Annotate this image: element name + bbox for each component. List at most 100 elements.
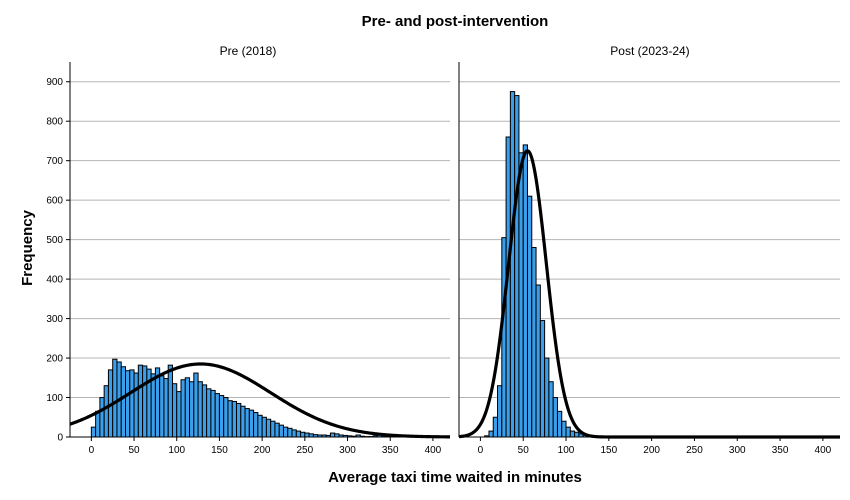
bar-0-32: [227, 400, 233, 438]
bar-0-23: [189, 381, 195, 438]
bar-1-16: [548, 381, 554, 438]
y-tick-label-1: 100: [46, 393, 63, 404]
bar-0-25: [197, 381, 203, 438]
normal-curve-0: [69, 362, 450, 439]
x-tick-label-1-2: 100: [558, 445, 575, 456]
bar-0-1: [95, 410, 101, 438]
x-tick-label-1-0: 0: [478, 445, 484, 456]
bar-1-17: [552, 397, 558, 438]
y-tick-label-4: 400: [46, 275, 63, 286]
y-tick-label-0: 0: [57, 433, 63, 444]
bar-1-19: [561, 420, 567, 438]
bar-1-20: [565, 426, 571, 438]
bar-1-9: [518, 152, 524, 438]
bar-1-4: [497, 385, 503, 438]
bar-0-17: [163, 378, 169, 438]
x-tick-label-1-4: 200: [643, 445, 660, 456]
bar-0-41: [265, 418, 272, 438]
bar-0-8: [125, 370, 131, 438]
y-tick-label-8: 800: [46, 117, 63, 128]
x-axis-label: Average taxi time waited in minutes: [328, 469, 582, 486]
bar-0-33: [231, 400, 238, 438]
bar-0-16: [159, 375, 165, 438]
bar-0-11: [137, 364, 144, 438]
bar-0-56: [329, 432, 336, 438]
bar-0-40: [261, 416, 267, 438]
bar-0-34: [236, 402, 242, 438]
bar-0-38: [253, 412, 259, 438]
bar-0-29: [214, 393, 220, 438]
bar-0-36: [244, 408, 250, 438]
bar-0-35: [240, 405, 246, 438]
bar-0-46: [287, 427, 293, 438]
x-tick-label-0-7: 350: [382, 445, 399, 456]
bar-0-26: [201, 384, 208, 438]
x-tick-label-0-4: 200: [254, 445, 271, 456]
x-tick-label-0-2: 100: [168, 445, 185, 456]
bar-0-30: [218, 395, 225, 438]
x-tick-label-1-3: 150: [600, 445, 617, 456]
bar-1-15: [544, 357, 550, 438]
y-tick-label-7: 700: [46, 156, 63, 167]
bar-1-21: [569, 430, 576, 438]
x-tick-label-1-1: 50: [518, 445, 530, 456]
x-tick-label-1-5: 250: [686, 445, 703, 456]
x-tick-label-0-8: 400: [425, 445, 442, 456]
bar-0-18: [167, 364, 173, 438]
bar-1-10: [522, 144, 528, 438]
bar-0-37: [248, 409, 255, 438]
bar-0-45: [282, 426, 289, 438]
bar-0-27: [206, 388, 212, 438]
bar-0-10: [133, 372, 139, 438]
y-axis-label: Frequency: [19, 209, 36, 286]
bar-0-43: [274, 422, 280, 438]
y-tick-label-2: 200: [46, 354, 63, 365]
bar-0-14: [150, 373, 156, 438]
bar-0-0: [90, 426, 97, 438]
bar-0-22: [184, 377, 191, 438]
bar-1-8: [514, 95, 520, 438]
bar-0-20: [176, 391, 182, 438]
y-tick-label-9: 900: [46, 77, 63, 88]
bar-1-18: [556, 410, 563, 438]
bar-0-31: [223, 397, 229, 438]
bar-0-9: [129, 369, 135, 438]
bar-0-47: [291, 429, 297, 438]
bar-0-3: [103, 385, 109, 438]
bar-1-2: [488, 430, 494, 438]
bar-0-42: [270, 420, 276, 438]
x-tick-label-0-5: 250: [296, 445, 313, 456]
bar-1-7: [509, 91, 516, 438]
bar-0-48: [295, 430, 302, 438]
x-tick-label-0-3: 150: [211, 445, 228, 456]
bar-0-5: [112, 358, 118, 438]
plot-area: 0 50 100 150 200 250 300 350 400 0 50 100 150 200 250 3…: [46, 62, 840, 456]
bar-0-2: [99, 397, 105, 438]
y-tick-label-3: 300: [46, 314, 63, 325]
bar-0-49: [300, 431, 306, 438]
bar-1-12: [531, 247, 537, 438]
x-tick-label-0-1: 50: [128, 445, 140, 456]
bar-0-44: [278, 424, 284, 438]
bar-1-13: [535, 284, 541, 438]
panel-title-pre: Pre (2018): [220, 44, 277, 58]
bar-0-19: [171, 383, 178, 438]
bar-0-24: [193, 372, 199, 438]
x-tick-label-1-6: 300: [729, 445, 746, 456]
x-tick-label-0-6: 300: [339, 445, 356, 456]
y-tick-label-5: 500: [46, 235, 63, 246]
bar-1-14: [539, 320, 546, 438]
chart-title: Pre- and post-intervention: [362, 13, 549, 30]
bar-1-22: [574, 431, 580, 438]
x-tick-label-1-8: 400: [815, 445, 832, 456]
bar-1-11: [526, 195, 533, 438]
x-tick-label-1-7: 350: [772, 445, 789, 456]
y-tick-label-6: 600: [46, 196, 63, 207]
bar-1-5: [501, 237, 507, 438]
bar-0-50: [304, 432, 310, 438]
bar-0-39: [257, 414, 263, 438]
bar-1-3: [492, 416, 499, 438]
panel-title-post: Post (2023-24): [610, 44, 689, 58]
bar-0-12: [142, 365, 148, 438]
